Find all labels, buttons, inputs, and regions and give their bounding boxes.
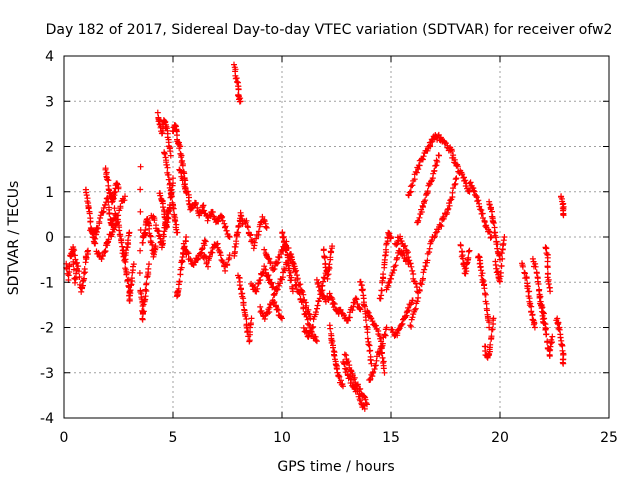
y-tick-label: -1 [40,275,54,291]
y-axis-title: SDTVAR / TECUs [6,181,22,296]
x-tick-label: 10 [273,430,291,446]
chart-title: Day 182 of 2017, Sidereal Day-to-day VTE… [46,22,613,38]
x-tick-label: 5 [169,430,178,446]
x-tick-label: 0 [60,430,69,446]
data-points [63,61,567,412]
y-tick-label: 0 [45,230,54,246]
y-tick-label: 2 [45,140,54,156]
axis-ticks [63,55,610,419]
grid-lines [64,56,609,418]
y-tick-label: 1 [45,185,54,201]
x-tick-label: 15 [382,430,400,446]
x-tick-label: 20 [491,430,509,446]
x-axis-title: GPS time / hours [277,459,394,475]
plus-markers [63,61,567,412]
y-tick-labels: -4 -3 -2 -1 0 1 2 3 4 [40,49,54,427]
x-tick-label: 25 [600,430,618,446]
x-tick-labels: 0 5 10 15 20 25 [60,430,618,446]
y-tick-label: 4 [45,49,54,65]
y-tick-label: -2 [40,321,54,337]
y-tick-label: -4 [40,411,54,427]
y-tick-label: -3 [40,366,54,382]
y-tick-label: 3 [45,94,54,110]
